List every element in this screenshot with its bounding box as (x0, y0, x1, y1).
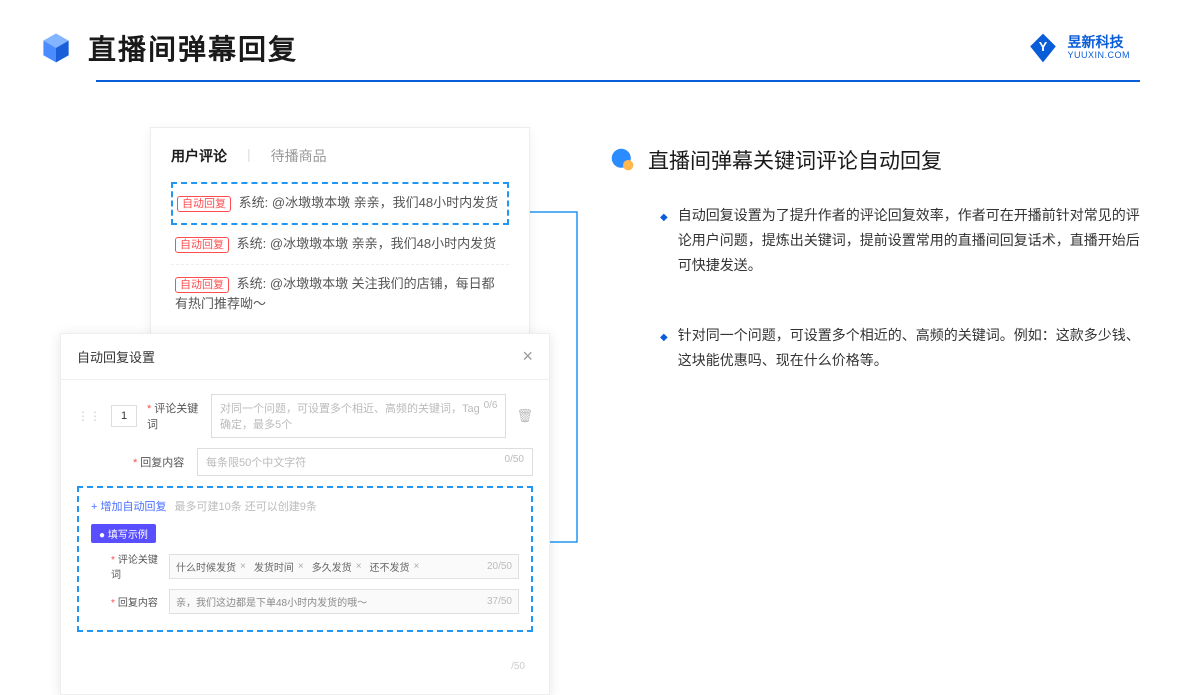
tab-comments[interactable]: 用户评论 (171, 146, 227, 166)
tab-separator: | (247, 146, 251, 166)
index-box: 1 (111, 405, 137, 427)
settings-body: ⋮⋮ 1 *评论关键词 对同一个问题，可设置多个相近、高频的关键词，Tag确定，… (61, 380, 549, 646)
example-keyword-row: *评论关键词 什么时候发货 发货时间 多久发货 还不发货 20/50 (111, 551, 519, 581)
example-highlight-box: + 增加自动回复 最多可建10条 还可以创建9条 ● 填写示例 *评论关键词 什… (77, 486, 533, 632)
tag-chip[interactable]: 多久发货 (312, 559, 362, 574)
tab-products[interactable]: 待播商品 (271, 146, 327, 166)
comment-row: 自动回复 系统: @冰墩墩本墩 亲亲，我们48小时内发货 (171, 225, 509, 265)
tag-chip[interactable]: 还不发货 (370, 559, 420, 574)
ex-content-label: *回复内容 (111, 594, 159, 609)
comment-text: @冰墩墩本墩 亲亲，我们48小时内发货 (272, 195, 498, 210)
content-input[interactable]: 每条限50个中文字符 0/50 (197, 448, 533, 476)
comment-row-highlighted: 自动回复 系统: @冰墩墩本墩 亲亲，我们48小时内发货 (171, 182, 509, 225)
ex-keyword-label: *评论关键词 (111, 551, 159, 581)
comments-card: 用户评论 | 待播商品 自动回复 系统: @冰墩墩本墩 亲亲，我们48小时内发货… (150, 127, 530, 343)
comment-prefix: 系统: (237, 276, 267, 291)
comment-prefix: 系统: (239, 195, 269, 210)
right-panel: 直播间弹幕关键词评论自动回复 ◆ 自动回复设置为了提升作者的评论回复效率，作者可… (610, 127, 1140, 695)
comment-prefix: 系统: (237, 236, 267, 251)
section-title: 直播间弹幕关键词评论自动回复 (648, 145, 942, 175)
auto-reply-tag: 自动回复 (175, 277, 229, 293)
main-content: 用户评论 | 待播商品 自动回复 系统: @冰墩墩本墩 亲亲，我们48小时内发货… (0, 82, 1180, 695)
section-header: 直播间弹幕关键词评论自动回复 (610, 145, 1140, 175)
content-label: *回复内容 (133, 454, 187, 470)
brand-name: 昱新科技 (1067, 35, 1130, 50)
brand-icon: Y (1027, 32, 1059, 64)
bullet-item: ◆ 针对同一个问题，可设置多个相近的、高频的关键词。例如：这款多少钱、这块能优惠… (660, 323, 1140, 373)
tabs: 用户评论 | 待播商品 (171, 146, 509, 166)
comment-text: @冰墩墩本墩 亲亲，我们48小时内发货 (270, 236, 496, 251)
diamond-icon: ◆ (660, 329, 668, 373)
settings-title: 自动回复设置 (77, 347, 155, 366)
brand-logo: Y 昱新科技 YUUXIN.COM (1027, 32, 1130, 64)
settings-header: 自动回复设置 × (61, 334, 549, 380)
tag-chip[interactable]: 发货时间 (254, 559, 304, 574)
ex-keyword-input[interactable]: 什么时候发货 发货时间 多久发货 还不发货 20/50 (169, 554, 519, 579)
example-badge: ● 填写示例 (91, 524, 156, 543)
keyword-row: ⋮⋮ 1 *评论关键词 对同一个问题，可设置多个相近、高频的关键词，Tag确定，… (77, 394, 533, 438)
example-content-row: *回复内容 亲，我们这边都是下单48小时内发货的哦～ 37/50 (111, 589, 519, 614)
keyword-input[interactable]: 对同一个问题，可设置多个相近、高频的关键词，Tag确定，最多5个 0/6 (211, 394, 506, 438)
bullet-item: ◆ 自动回复设置为了提升作者的评论回复效率，作者可在开播前针对常见的评论用户问题… (660, 203, 1140, 279)
page-title: 直播间弹幕回复 (88, 28, 298, 68)
close-icon[interactable]: × (522, 346, 533, 367)
diamond-icon: ◆ (660, 209, 668, 279)
auto-reply-tag: 自动回复 (177, 196, 231, 212)
bullet-text: 针对同一个问题，可设置多个相近的、高频的关键词。例如：这款多少钱、这块能优惠吗、… (678, 323, 1140, 373)
trash-icon[interactable]: 🗑 (516, 408, 533, 424)
tag-chip[interactable]: 什么时候发货 (176, 559, 246, 574)
bullet-text: 自动回复设置为了提升作者的评论回复效率，作者可在开播前针对常见的评论用户问题，提… (678, 203, 1140, 279)
keyword-label: *评论关键词 (147, 400, 201, 432)
drag-handle-icon[interactable]: ⋮⋮ (77, 409, 101, 423)
settings-card: 自动回复设置 × ⋮⋮ 1 *评论关键词 对同一个问题，可设置多个相近、高频的关… (60, 333, 550, 695)
page-header: 直播间弹幕回复 Y 昱新科技 YUUXIN.COM (0, 0, 1180, 80)
left-panel: 用户评论 | 待播商品 自动回复 系统: @冰墩墩本墩 亲亲，我们48小时内发货… (60, 127, 580, 695)
brand-url: YUUXIN.COM (1067, 51, 1130, 61)
svg-text:Y: Y (1039, 39, 1048, 54)
faded-counter-bar: /50 (75, 654, 535, 678)
auto-reply-tag: 自动回复 (175, 237, 229, 253)
dot-icon (610, 147, 636, 173)
ex-content-input[interactable]: 亲，我们这边都是下单48小时内发货的哦～ 37/50 (169, 589, 519, 614)
cube-icon (38, 30, 74, 66)
add-auto-reply-link[interactable]: + 增加自动回复 最多可建10条 还可以创建9条 (91, 498, 519, 514)
header-left: 直播间弹幕回复 (38, 28, 298, 68)
comment-row: 自动回复 系统: @冰墩墩本墩 关注我们的店铺，每日都有热门推荐呦～ (171, 265, 509, 325)
content-row: *回复内容 每条限50个中文字符 0/50 (133, 448, 533, 476)
